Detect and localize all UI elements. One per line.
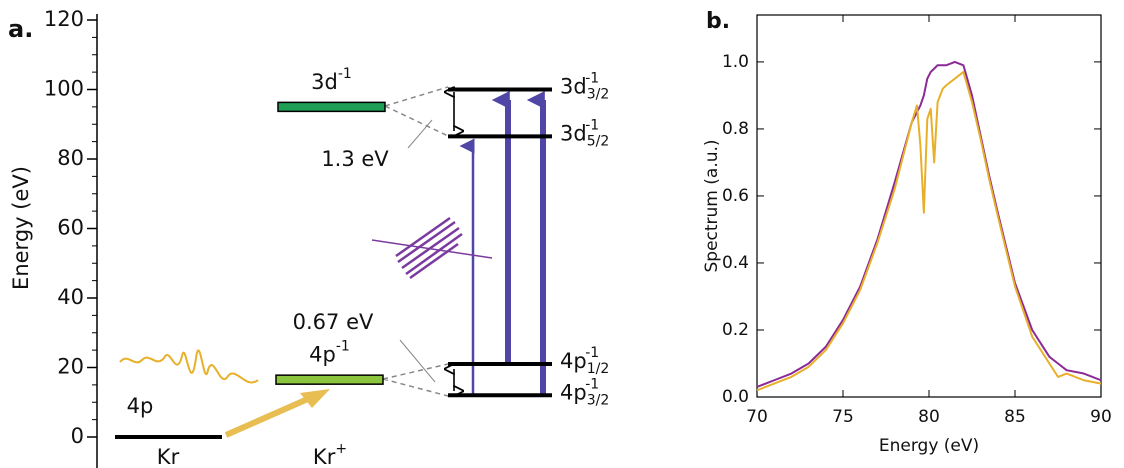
panel-b: b. Energy (eV) Spectrum (a.u.) 70 75 80 85 9… — [702, 9, 1112, 456]
plot-frame — [756, 14, 1102, 398]
level-box — [275, 374, 384, 385]
y-axis-label: Energy (eV) — [9, 166, 33, 290]
column-label-base: Kr — [157, 445, 180, 468]
x-tick-label: 75 — [832, 407, 854, 427]
level-label-sup: -1 — [585, 376, 599, 392]
series-line — [756, 70, 1102, 392]
series-line — [756, 60, 1102, 388]
x-tick-label: 70 — [746, 407, 768, 427]
y-tick-label: 1.0 — [722, 52, 749, 72]
level-label-base: 4p — [127, 394, 154, 418]
level-label-sup: -1 — [336, 339, 350, 355]
y-tick-label: 40 — [57, 285, 84, 309]
panel-label: a. — [8, 15, 33, 43]
level-label-base: 4p — [560, 380, 587, 404]
level-label-sub: 3/2 — [587, 392, 610, 408]
y-tick-label: 0.6 — [722, 186, 749, 206]
level-label-sub: 3/2 — [587, 87, 610, 103]
y-tick-label: 20 — [57, 355, 84, 379]
level-label-base: 4p — [560, 349, 587, 373]
annotation: 1.3 eV — [321, 147, 389, 171]
panel-a: a. Energy (eV) 1.3 eV 0.67 eV 0 20 40 60 80 1… — [8, 7, 609, 468]
y-tick-label: 0.0 — [722, 387, 749, 407]
level-label: 3d3/2-1 — [560, 71, 609, 103]
level-label: 3d-1 — [311, 66, 352, 94]
x-axis-label: Energy (eV) — [879, 436, 979, 456]
level-label-base: 4p — [309, 343, 336, 367]
level-label: 4p-1 — [309, 339, 350, 367]
y-tick-label: 100 — [44, 77, 84, 101]
level-label: 4p — [127, 394, 154, 418]
level-label: 4p1/2-1 — [560, 345, 609, 377]
level-label-sub: 5/2 — [587, 133, 610, 149]
column-label: Kr+ — [313, 441, 347, 468]
level-label-base: 3d — [560, 121, 587, 145]
y-tick-label: 60 — [57, 216, 84, 240]
level-label: 3d5/2-1 — [560, 117, 609, 149]
column-label: Kr — [157, 445, 180, 468]
level-label-sup: -1 — [585, 117, 599, 133]
decoration — [119, 86, 546, 438]
column-label-base: Kr — [313, 445, 336, 468]
level-label-base: 3d — [560, 75, 587, 99]
level-label-sup: -1 — [585, 345, 599, 361]
y-tick-label: 80 — [57, 146, 84, 170]
level-label: 4p3/2-1 — [560, 376, 609, 408]
annotation: 0.67 eV — [293, 310, 374, 334]
level-label-sup: -1 — [338, 66, 352, 82]
x-tick-label: 80 — [918, 407, 940, 427]
x-tick-label: 85 — [1004, 407, 1026, 427]
y-axis-label: Spectrum (a.u.) — [702, 139, 722, 272]
level-box — [277, 101, 386, 113]
y-tick-label: 0 — [71, 424, 84, 448]
y-tick-label: 0.2 — [722, 320, 749, 340]
level-label-sup: -1 — [585, 71, 599, 87]
column-label-sup: + — [335, 441, 347, 457]
x-tick-label: 90 — [1090, 407, 1112, 427]
panel-label: b. — [706, 9, 730, 34]
level-label-base: 3d — [311, 70, 338, 94]
y-tick-label: 0.8 — [722, 119, 749, 139]
y-tick-label: 120 — [44, 7, 84, 31]
level-label-sub: 1/2 — [587, 361, 610, 377]
y-tick-label: 0.4 — [722, 253, 749, 273]
